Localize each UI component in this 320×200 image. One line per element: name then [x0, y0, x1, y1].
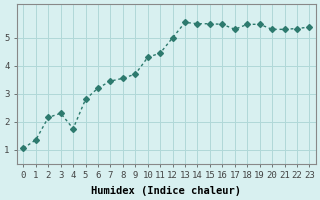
X-axis label: Humidex (Indice chaleur): Humidex (Indice chaleur) [92, 186, 241, 196]
